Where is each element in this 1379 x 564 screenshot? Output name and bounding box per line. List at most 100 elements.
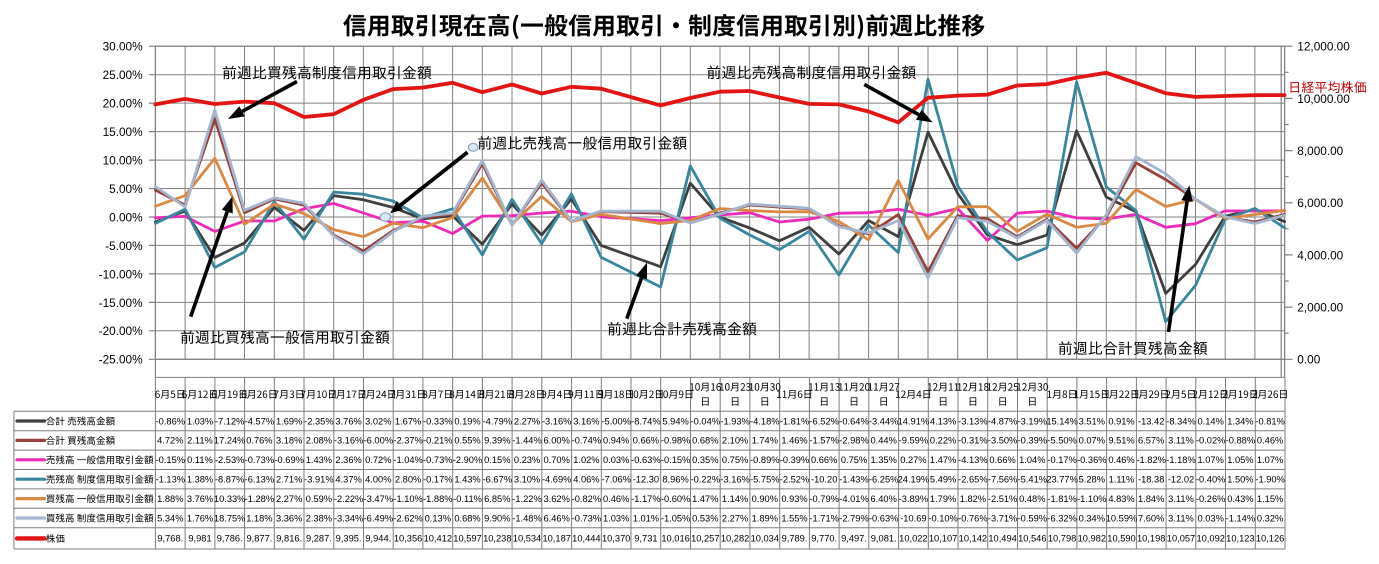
- svg-text:-4.69%: -4.69%: [542, 475, 571, 485]
- svg-text:6.00%: 6.00%: [544, 436, 570, 446]
- svg-text:0.66%: 0.66%: [989, 455, 1015, 465]
- svg-text:7.60%: 7.60%: [1138, 513, 1164, 523]
- svg-text:6.57%: 6.57%: [1138, 436, 1164, 446]
- svg-text:9,497.: 9,497.: [841, 534, 867, 544]
- svg-text:-0.39%: -0.39%: [780, 455, 809, 465]
- svg-text:0.59%: 0.59%: [306, 494, 332, 504]
- svg-text:2,000.00: 2,000.00: [1297, 301, 1343, 315]
- svg-text:-4.57%: -4.57%: [245, 416, 274, 426]
- svg-text:-3.16%: -3.16%: [542, 416, 571, 426]
- svg-text:0.46%: 0.46%: [1108, 455, 1134, 465]
- svg-text:-0.63%: -0.63%: [869, 513, 898, 523]
- svg-text:-6.00%: -6.00%: [364, 436, 393, 446]
- svg-text:-2.51%: -2.51%: [988, 494, 1017, 504]
- svg-text:4.06%: 4.06%: [573, 475, 599, 485]
- svg-text:-0.69%: -0.69%: [274, 455, 303, 465]
- svg-text:0.23%: 0.23%: [514, 455, 540, 465]
- svg-text:0.44%: 0.44%: [871, 436, 897, 446]
- svg-text:0.19%: 0.19%: [454, 416, 480, 426]
- svg-text:9,816.: 9,816.: [276, 534, 302, 544]
- svg-text:0.32%: 0.32%: [1257, 513, 1283, 523]
- svg-text:-0.86%: -0.86%: [156, 416, 185, 426]
- svg-text:12,000.00: 12,000.00: [1297, 40, 1350, 54]
- svg-text:-2.65%: -2.65%: [958, 475, 987, 485]
- svg-text:-1.13%: -1.13%: [156, 475, 185, 485]
- svg-text:1.43%: 1.43%: [454, 475, 480, 485]
- svg-text:-6.67%: -6.67%: [483, 475, 512, 485]
- svg-text:2.27%: 2.27%: [722, 513, 748, 523]
- svg-text:0.93%: 0.93%: [781, 494, 807, 504]
- svg-text:5.94%: 5.94%: [662, 416, 688, 426]
- svg-text:10,057: 10,057: [1167, 534, 1195, 544]
- svg-text:24.19%: 24.19%: [898, 475, 930, 485]
- svg-text:1.35%: 1.35%: [871, 455, 897, 465]
- svg-text:9,786.: 9,786.: [217, 534, 243, 544]
- svg-text:10,356: 10,356: [394, 534, 422, 544]
- svg-text:-0.15%: -0.15%: [661, 455, 690, 465]
- svg-text:2.08%: 2.08%: [306, 436, 332, 446]
- svg-text:1.04%: 1.04%: [1019, 455, 1045, 465]
- svg-text:-25.00%: -25.00%: [99, 353, 143, 367]
- svg-text:-8.74%: -8.74%: [631, 416, 660, 426]
- svg-text:9,877.: 9,877.: [246, 534, 272, 544]
- svg-text:2.71%: 2.71%: [276, 475, 302, 485]
- svg-text:0.43%: 0.43%: [1227, 494, 1253, 504]
- svg-text:15.00%: 15.00%: [103, 125, 144, 139]
- svg-text:1.50%: 1.50%: [1227, 475, 1253, 485]
- svg-text:-2.37%: -2.37%: [393, 436, 422, 446]
- svg-text:3.51%: 3.51%: [1079, 416, 1105, 426]
- svg-text:0.13%: 0.13%: [425, 513, 451, 523]
- svg-text:1.02%: 1.02%: [573, 455, 599, 465]
- svg-text:2.80%: 2.80%: [395, 475, 421, 485]
- svg-text:-0.73%: -0.73%: [572, 513, 601, 523]
- svg-text:10.59%: 10.59%: [1106, 513, 1138, 523]
- svg-text:8,000.00: 8,000.00: [1297, 144, 1343, 158]
- svg-text:1.74%: 1.74%: [752, 436, 778, 446]
- svg-text:-0.81%: -0.81%: [1255, 416, 1284, 426]
- svg-text:3.76%: 3.76%: [187, 494, 213, 504]
- svg-text:-1.44%: -1.44%: [512, 436, 541, 446]
- svg-text:-2.52%: -2.52%: [780, 475, 809, 485]
- svg-text:-4.18%: -4.18%: [750, 416, 779, 426]
- svg-text:-0.60%: -0.60%: [661, 494, 690, 504]
- svg-text:10,123: 10,123: [1226, 534, 1254, 544]
- svg-text:9,768.: 9,768.: [157, 534, 183, 544]
- svg-text:-0.22%: -0.22%: [691, 475, 720, 485]
- svg-text:3.76%: 3.76%: [335, 416, 361, 426]
- svg-text:1.11%: 1.11%: [1109, 475, 1135, 485]
- svg-text:6.40%: 6.40%: [871, 494, 897, 504]
- svg-text:0.66%: 0.66%: [633, 436, 659, 446]
- svg-text:-0.36%: -0.36%: [1077, 455, 1106, 465]
- svg-text:-0.31%: -0.31%: [958, 436, 987, 446]
- svg-text:0.03%: 0.03%: [1198, 513, 1224, 523]
- svg-text:0.22%: 0.22%: [930, 436, 956, 446]
- svg-text:20.00%: 20.00%: [103, 97, 144, 111]
- svg-text:-6.52%: -6.52%: [809, 416, 838, 426]
- svg-text:-2.35%: -2.35%: [304, 416, 333, 426]
- svg-text:-5.00%: -5.00%: [105, 239, 143, 253]
- svg-text:1.47%: 1.47%: [692, 494, 718, 504]
- svg-text:3.10%: 3.10%: [514, 475, 540, 485]
- svg-text:23.77%: 23.77%: [1046, 475, 1078, 485]
- svg-text:9,395.: 9,395.: [336, 534, 362, 544]
- svg-text:10,798: 10,798: [1048, 534, 1076, 544]
- svg-text:-13.42: -13.42: [1138, 416, 1164, 426]
- svg-text:-5.50%: -5.50%: [1047, 436, 1076, 446]
- svg-text:10,187: 10,187: [542, 534, 570, 544]
- svg-text:30.00%: 30.00%: [103, 40, 144, 54]
- svg-text:-5.75%: -5.75%: [750, 475, 779, 485]
- svg-text:0.68%: 0.68%: [454, 513, 480, 523]
- svg-text:-0.04%: -0.04%: [691, 416, 720, 426]
- svg-text:2.27%: 2.27%: [514, 416, 540, 426]
- svg-text:-3.34%: -3.34%: [334, 513, 363, 523]
- svg-text:1.84%: 1.84%: [1138, 494, 1164, 504]
- svg-text:2.10%: 2.10%: [722, 436, 748, 446]
- svg-text:0.55%: 0.55%: [454, 436, 480, 446]
- svg-text:0.48%: 0.48%: [1019, 494, 1045, 504]
- svg-text:4.13%: 4.13%: [930, 416, 956, 426]
- svg-text:-1.10%: -1.10%: [1077, 494, 1106, 504]
- svg-text:-6.25%: -6.25%: [869, 475, 898, 485]
- svg-text:-1.18%: -1.18%: [1166, 455, 1195, 465]
- svg-text:1.55%: 1.55%: [781, 513, 807, 523]
- svg-text:3.36%: 3.36%: [276, 513, 302, 523]
